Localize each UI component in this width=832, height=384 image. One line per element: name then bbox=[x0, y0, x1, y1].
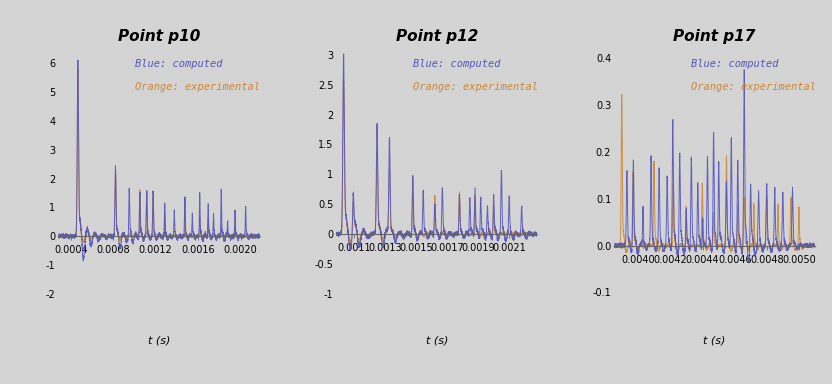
Text: Orange: experimental: Orange: experimental bbox=[413, 81, 537, 91]
Text: t (s): t (s) bbox=[704, 335, 726, 345]
Text: Orange: experimental: Orange: experimental bbox=[691, 81, 815, 91]
Text: t (s): t (s) bbox=[148, 335, 170, 345]
Text: Blue: computed: Blue: computed bbox=[691, 59, 778, 69]
Text: Blue: computed: Blue: computed bbox=[413, 59, 500, 69]
Text: Orange: experimental: Orange: experimental bbox=[135, 81, 260, 91]
Text: Blue: computed: Blue: computed bbox=[135, 59, 222, 69]
Text: t (s): t (s) bbox=[426, 335, 448, 345]
Title: Point p12: Point p12 bbox=[395, 28, 478, 43]
Title: Point p10: Point p10 bbox=[118, 28, 201, 43]
Title: Point p17: Point p17 bbox=[673, 28, 755, 43]
